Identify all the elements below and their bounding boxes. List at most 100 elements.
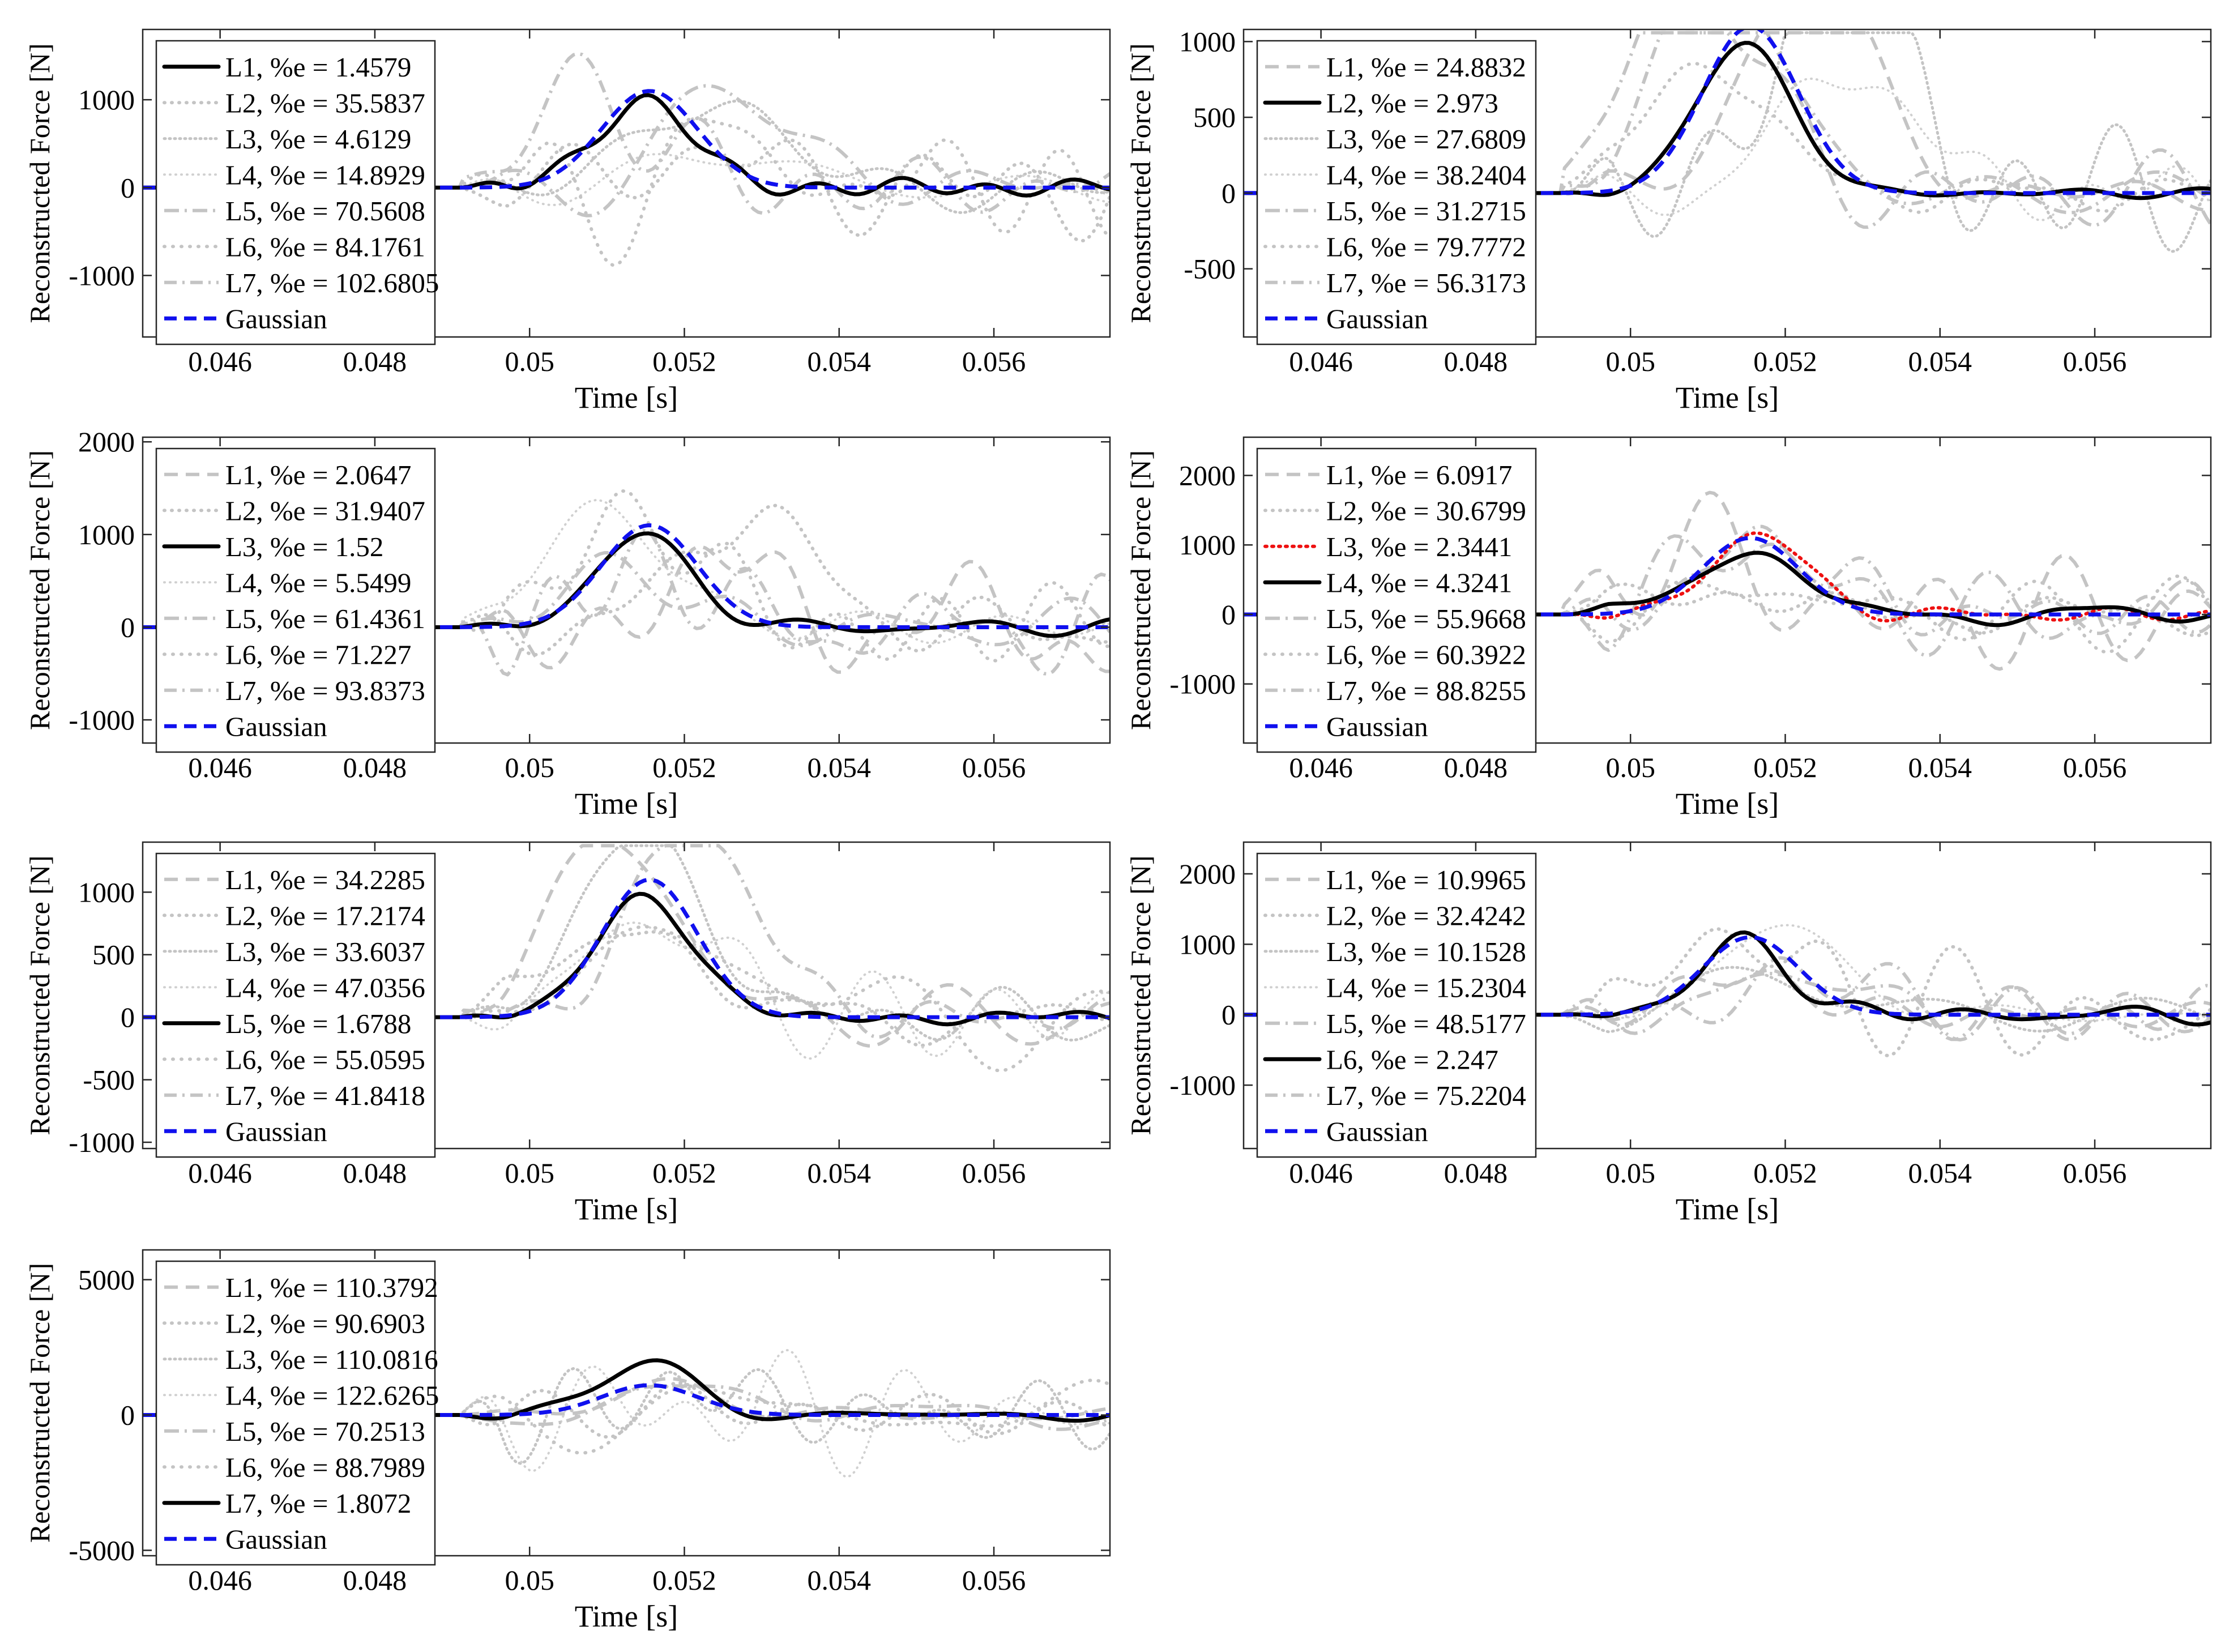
x-tick-label: 0.054 bbox=[808, 1564, 872, 1596]
series-line-L3 bbox=[143, 99, 1110, 214]
x-tick-label: 0.048 bbox=[1444, 1157, 1508, 1189]
legend-box bbox=[1256, 852, 1537, 1158]
panel-7: 0.046 0.048 0.05 0.052 0.054 0.056 -5000 0 5000 T… bbox=[24, 1249, 1111, 1633]
legend-entry: L3, %e = 1.52 bbox=[225, 531, 383, 562]
legend-entry: L4, %e = 122.6265 bbox=[225, 1380, 439, 1411]
x-tick-label: 0.05 bbox=[505, 1564, 554, 1596]
legend-entry: L1, %e = 6.0917 bbox=[1326, 459, 1512, 490]
panel-3: 0.046 0.048 0.05 0.052 0.054 0.056 -1000 0 1000 2… bbox=[24, 426, 1111, 821]
legend-entry: Gaussian bbox=[225, 1523, 327, 1555]
legend-entry: L4, %e = 4.3241 bbox=[1326, 567, 1512, 598]
series-line-L4 bbox=[143, 1349, 1110, 1478]
legend-entry: L7, %e = 75.2204 bbox=[1326, 1080, 1526, 1111]
series-line-L5 bbox=[143, 84, 1110, 217]
x-tick-label: 0.056 bbox=[2063, 752, 2127, 783]
y-tick-label: 0 bbox=[121, 1001, 135, 1033]
legend-entry: L5, %e = 55.9668 bbox=[1326, 603, 1526, 634]
x-tick-label: 0.046 bbox=[1289, 345, 1353, 377]
axes-frame bbox=[142, 28, 1111, 338]
y-axis-label: Reconstructed Force [N] bbox=[1125, 43, 1156, 323]
y-axis-label: Reconstructed Force [N] bbox=[24, 855, 55, 1135]
x-axis-label: Time [s] bbox=[575, 787, 678, 821]
y-tick-label: -1000 bbox=[69, 259, 135, 291]
legend-entry: L4, %e = 14.8929 bbox=[225, 159, 425, 190]
y-tick-label: 0 bbox=[121, 1399, 135, 1431]
x-tick-label: 0.05 bbox=[1605, 1157, 1655, 1189]
x-tick-label: 0.048 bbox=[343, 345, 407, 377]
x-tick-label: 0.048 bbox=[1444, 345, 1508, 377]
legend-entry: L2, %e = 2.973 bbox=[1326, 87, 1498, 118]
legend-entry: L7, %e = 56.3173 bbox=[1326, 267, 1526, 298]
legend-entry: L3, %e = 27.6809 bbox=[1326, 123, 1526, 155]
legend-entry: L6, %e = 55.0595 bbox=[225, 1044, 425, 1075]
y-tick-label: 1000 bbox=[78, 519, 135, 550]
legend-entry: L6, %e = 60.3922 bbox=[1326, 639, 1526, 670]
legend-entry: L2, %e = 90.6903 bbox=[225, 1308, 425, 1339]
y-tick-label: 0 bbox=[121, 611, 135, 643]
x-tick-label: 0.054 bbox=[1908, 345, 1972, 377]
legend-entry: L3, %e = 33.6037 bbox=[225, 936, 425, 967]
x-tick-label: 0.048 bbox=[343, 1157, 407, 1189]
x-tick-label: 0.054 bbox=[808, 1157, 872, 1189]
x-axis-label: Time [s] bbox=[1676, 787, 1779, 821]
legend-box bbox=[155, 447, 436, 753]
legend-entry: L5, %e = 48.5177 bbox=[1326, 1008, 1526, 1039]
legend-entry: Gaussian bbox=[225, 1116, 327, 1147]
x-tick-label: 0.046 bbox=[188, 1157, 252, 1189]
legend-entry: L4, %e = 38.2404 bbox=[1326, 159, 1526, 190]
x-tick-label: 0.054 bbox=[1908, 1157, 1972, 1189]
legend-entry: L1, %e = 34.2285 bbox=[225, 864, 425, 895]
panel-5: 0.046 0.048 0.05 0.052 0.054 0.056 -1000 -500 0 5… bbox=[24, 841, 1111, 1226]
x-tick-label: 0.05 bbox=[505, 345, 554, 377]
legend-entry: L7, %e = 1.8072 bbox=[225, 1488, 411, 1519]
x-tick-label: 0.052 bbox=[1753, 752, 1817, 783]
legend-entry: L3, %e = 110.0816 bbox=[225, 1344, 438, 1375]
x-tick-label: 0.056 bbox=[962, 1564, 1026, 1596]
legend: L1, %e = 34.2285 L2, %e = 17.2174 L3, %e =… bbox=[155, 852, 436, 1158]
y-tick-label: -5000 bbox=[69, 1534, 135, 1566]
y-tick-label: 0 bbox=[121, 172, 135, 203]
legend-entry: L6, %e = 84.1761 bbox=[225, 231, 425, 262]
y-tick-label: 2000 bbox=[1179, 858, 1236, 890]
x-axis-label: Time [s] bbox=[575, 1192, 678, 1226]
legend-entry: L5, %e = 61.4361 bbox=[225, 603, 425, 634]
x-tick-label: 0.052 bbox=[652, 1564, 716, 1596]
x-tick-label: 0.052 bbox=[1753, 345, 1817, 377]
legend-entry: L3, %e = 2.3441 bbox=[1326, 531, 1512, 562]
legend-entry: L7, %e = 88.8255 bbox=[1326, 675, 1526, 706]
x-tick-label: 0.056 bbox=[2063, 345, 2127, 377]
panel-6: 0.046 0.048 0.05 0.052 0.054 0.056 -1000 0 1000 2… bbox=[1125, 841, 2212, 1226]
legend: L1, %e = 110.3792 L2, %e = 90.6903 L3, %e … bbox=[155, 1260, 439, 1566]
y-tick-label: 2000 bbox=[1179, 460, 1236, 492]
x-tick-label: 0.056 bbox=[962, 752, 1026, 783]
series-line-L3 bbox=[1244, 966, 2211, 1034]
x-tick-label: 0.046 bbox=[1289, 1157, 1353, 1189]
legend-box bbox=[1256, 447, 1537, 753]
legend-entry: Gaussian bbox=[225, 303, 327, 334]
y-axis-label: Reconstructed Force [N] bbox=[24, 1263, 55, 1543]
x-tick-label: 0.048 bbox=[343, 1564, 407, 1596]
legend-entry: L5, %e = 70.5608 bbox=[225, 195, 425, 227]
legend-entry: Gaussian bbox=[225, 711, 327, 742]
y-tick-label: 1000 bbox=[78, 84, 135, 116]
y-tick-label: 1000 bbox=[1179, 25, 1236, 57]
series-line-L3 bbox=[1244, 531, 2211, 623]
legend-entry: L1, %e = 10.9965 bbox=[1326, 864, 1526, 895]
y-tick-label: 1000 bbox=[1179, 928, 1236, 960]
legend-entry: L3, %e = 4.6129 bbox=[225, 123, 411, 155]
series-line-L3 bbox=[143, 844, 1110, 1041]
x-tick-label: 0.052 bbox=[652, 752, 716, 783]
y-tick-label: 1000 bbox=[78, 876, 135, 908]
legend-entry: L5, %e = 31.2715 bbox=[1326, 195, 1526, 227]
x-tick-label: 0.052 bbox=[652, 345, 716, 377]
legend-entry: L4, %e = 15.2304 bbox=[1326, 972, 1526, 1003]
y-tick-label: -1000 bbox=[69, 704, 135, 736]
legend-box bbox=[155, 852, 436, 1158]
legend: L1, %e = 1.4579 L2, %e = 35.5837 L3, %e = … bbox=[155, 40, 439, 345]
x-tick-label: 0.05 bbox=[1605, 752, 1655, 783]
y-tick-label: 5000 bbox=[78, 1264, 135, 1296]
x-tick-label: 0.052 bbox=[1753, 1157, 1817, 1189]
y-tick-label: 500 bbox=[1193, 101, 1236, 133]
series-line-L5 bbox=[143, 551, 1110, 647]
